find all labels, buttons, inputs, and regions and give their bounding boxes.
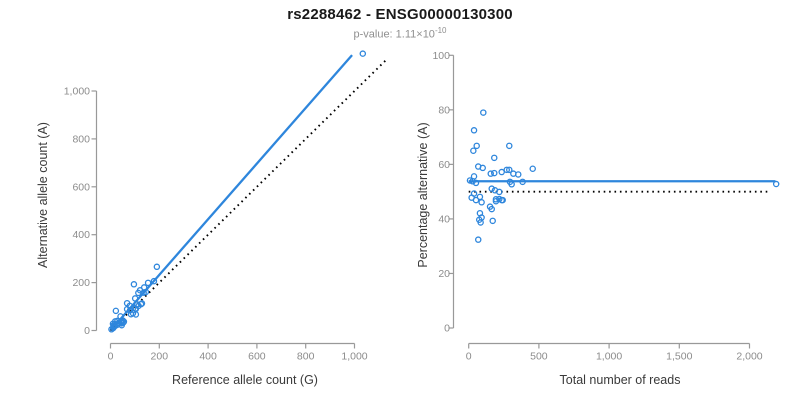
data-point xyxy=(488,205,495,213)
data-point xyxy=(519,178,526,186)
data-point xyxy=(498,168,505,176)
data-point xyxy=(515,171,522,178)
y-tick-label: 0 xyxy=(84,325,90,337)
p-value-text: p-value: 1.11×10 xyxy=(353,28,435,41)
data-point xyxy=(506,166,513,174)
data-point xyxy=(772,180,780,188)
y-tick-label: 80 xyxy=(438,104,450,116)
data-point xyxy=(487,170,494,177)
p-value-subtitle: p-value: 1.11×10-10 xyxy=(0,26,800,41)
data-point xyxy=(138,300,146,307)
x-tick-label: 800 xyxy=(297,351,315,363)
allele-count-scatter: 0 200 400 600 800 1,000 0 200 400 600 800 1,000 Refe… xyxy=(36,50,389,387)
data-point xyxy=(477,219,484,226)
data-point xyxy=(472,196,480,204)
page-title: rs2288462 - ENSG00000130300 xyxy=(287,6,513,23)
x-tick-label: 200 xyxy=(151,351,169,363)
data-point xyxy=(489,217,496,225)
x-tick-label: 0 xyxy=(466,351,472,363)
data-point xyxy=(144,279,152,287)
y-axis-title: Percentage alternative (A) xyxy=(416,122,430,267)
data-point xyxy=(132,311,140,318)
y-tick-label: 600 xyxy=(72,181,90,193)
data-point xyxy=(359,50,367,57)
x-tick-label: 500 xyxy=(530,351,548,363)
y-tick-label: 20 xyxy=(438,268,450,280)
data-point xyxy=(529,165,536,172)
x-tick-label: 1,000 xyxy=(341,351,367,363)
x-axis-title: Reference allele count (G) xyxy=(172,373,318,387)
data-point xyxy=(112,307,120,315)
data-point xyxy=(470,127,478,134)
data-point xyxy=(479,164,486,172)
data-point xyxy=(472,179,480,187)
data-point xyxy=(508,181,515,188)
y-tick-label: 100 xyxy=(432,50,450,62)
x-axis-title: Total number of reads xyxy=(560,373,681,387)
x-tick-label: 1,500 xyxy=(666,351,692,363)
data-point xyxy=(480,109,487,116)
y-tick-label: 40 xyxy=(438,213,450,225)
data-point xyxy=(478,199,485,206)
p-value-exponent: -10 xyxy=(434,26,447,35)
data-point xyxy=(131,295,139,302)
data-point xyxy=(476,193,484,201)
data-point xyxy=(130,281,138,288)
x-tick-label: 1,000 xyxy=(596,351,622,363)
y-tick-label: 400 xyxy=(72,229,90,241)
data-point xyxy=(153,263,161,271)
data-point xyxy=(118,321,125,329)
data-point xyxy=(503,166,510,174)
identity-line xyxy=(109,57,389,332)
x-tick-label: 600 xyxy=(248,351,266,363)
data-point xyxy=(506,142,513,150)
data-point xyxy=(491,154,498,162)
data-point xyxy=(491,169,498,177)
reads-percentage-scatter: 0 500 1,000 1,500 2,000 0 20 40 60 80 100 Total num… xyxy=(416,50,780,387)
y-axis-title: Alternative allele count (A) xyxy=(36,122,50,268)
data-point xyxy=(488,185,495,192)
data-point xyxy=(469,178,476,185)
data-point xyxy=(474,236,482,243)
data-point xyxy=(150,277,158,285)
y-tick-label: 0 xyxy=(444,323,450,335)
data-point xyxy=(496,188,503,196)
y-tick-label: 60 xyxy=(438,159,450,171)
y-tick-label: 200 xyxy=(72,277,90,289)
x-tick-label: 0 xyxy=(108,351,114,363)
data-point xyxy=(473,142,480,150)
data-point xyxy=(496,195,503,203)
y-tick-label: 1,000 xyxy=(64,86,90,98)
x-tick-label: 400 xyxy=(199,351,217,363)
chart-header: rs2288462 - ENSG00000130300 p-value: 1.1… xyxy=(0,6,800,41)
data-point xyxy=(499,196,506,204)
y-tick-label: 800 xyxy=(72,133,90,145)
data-point xyxy=(142,288,150,296)
x-tick-label: 2,000 xyxy=(736,351,762,363)
data-point xyxy=(109,324,117,332)
data-point xyxy=(470,147,477,154)
